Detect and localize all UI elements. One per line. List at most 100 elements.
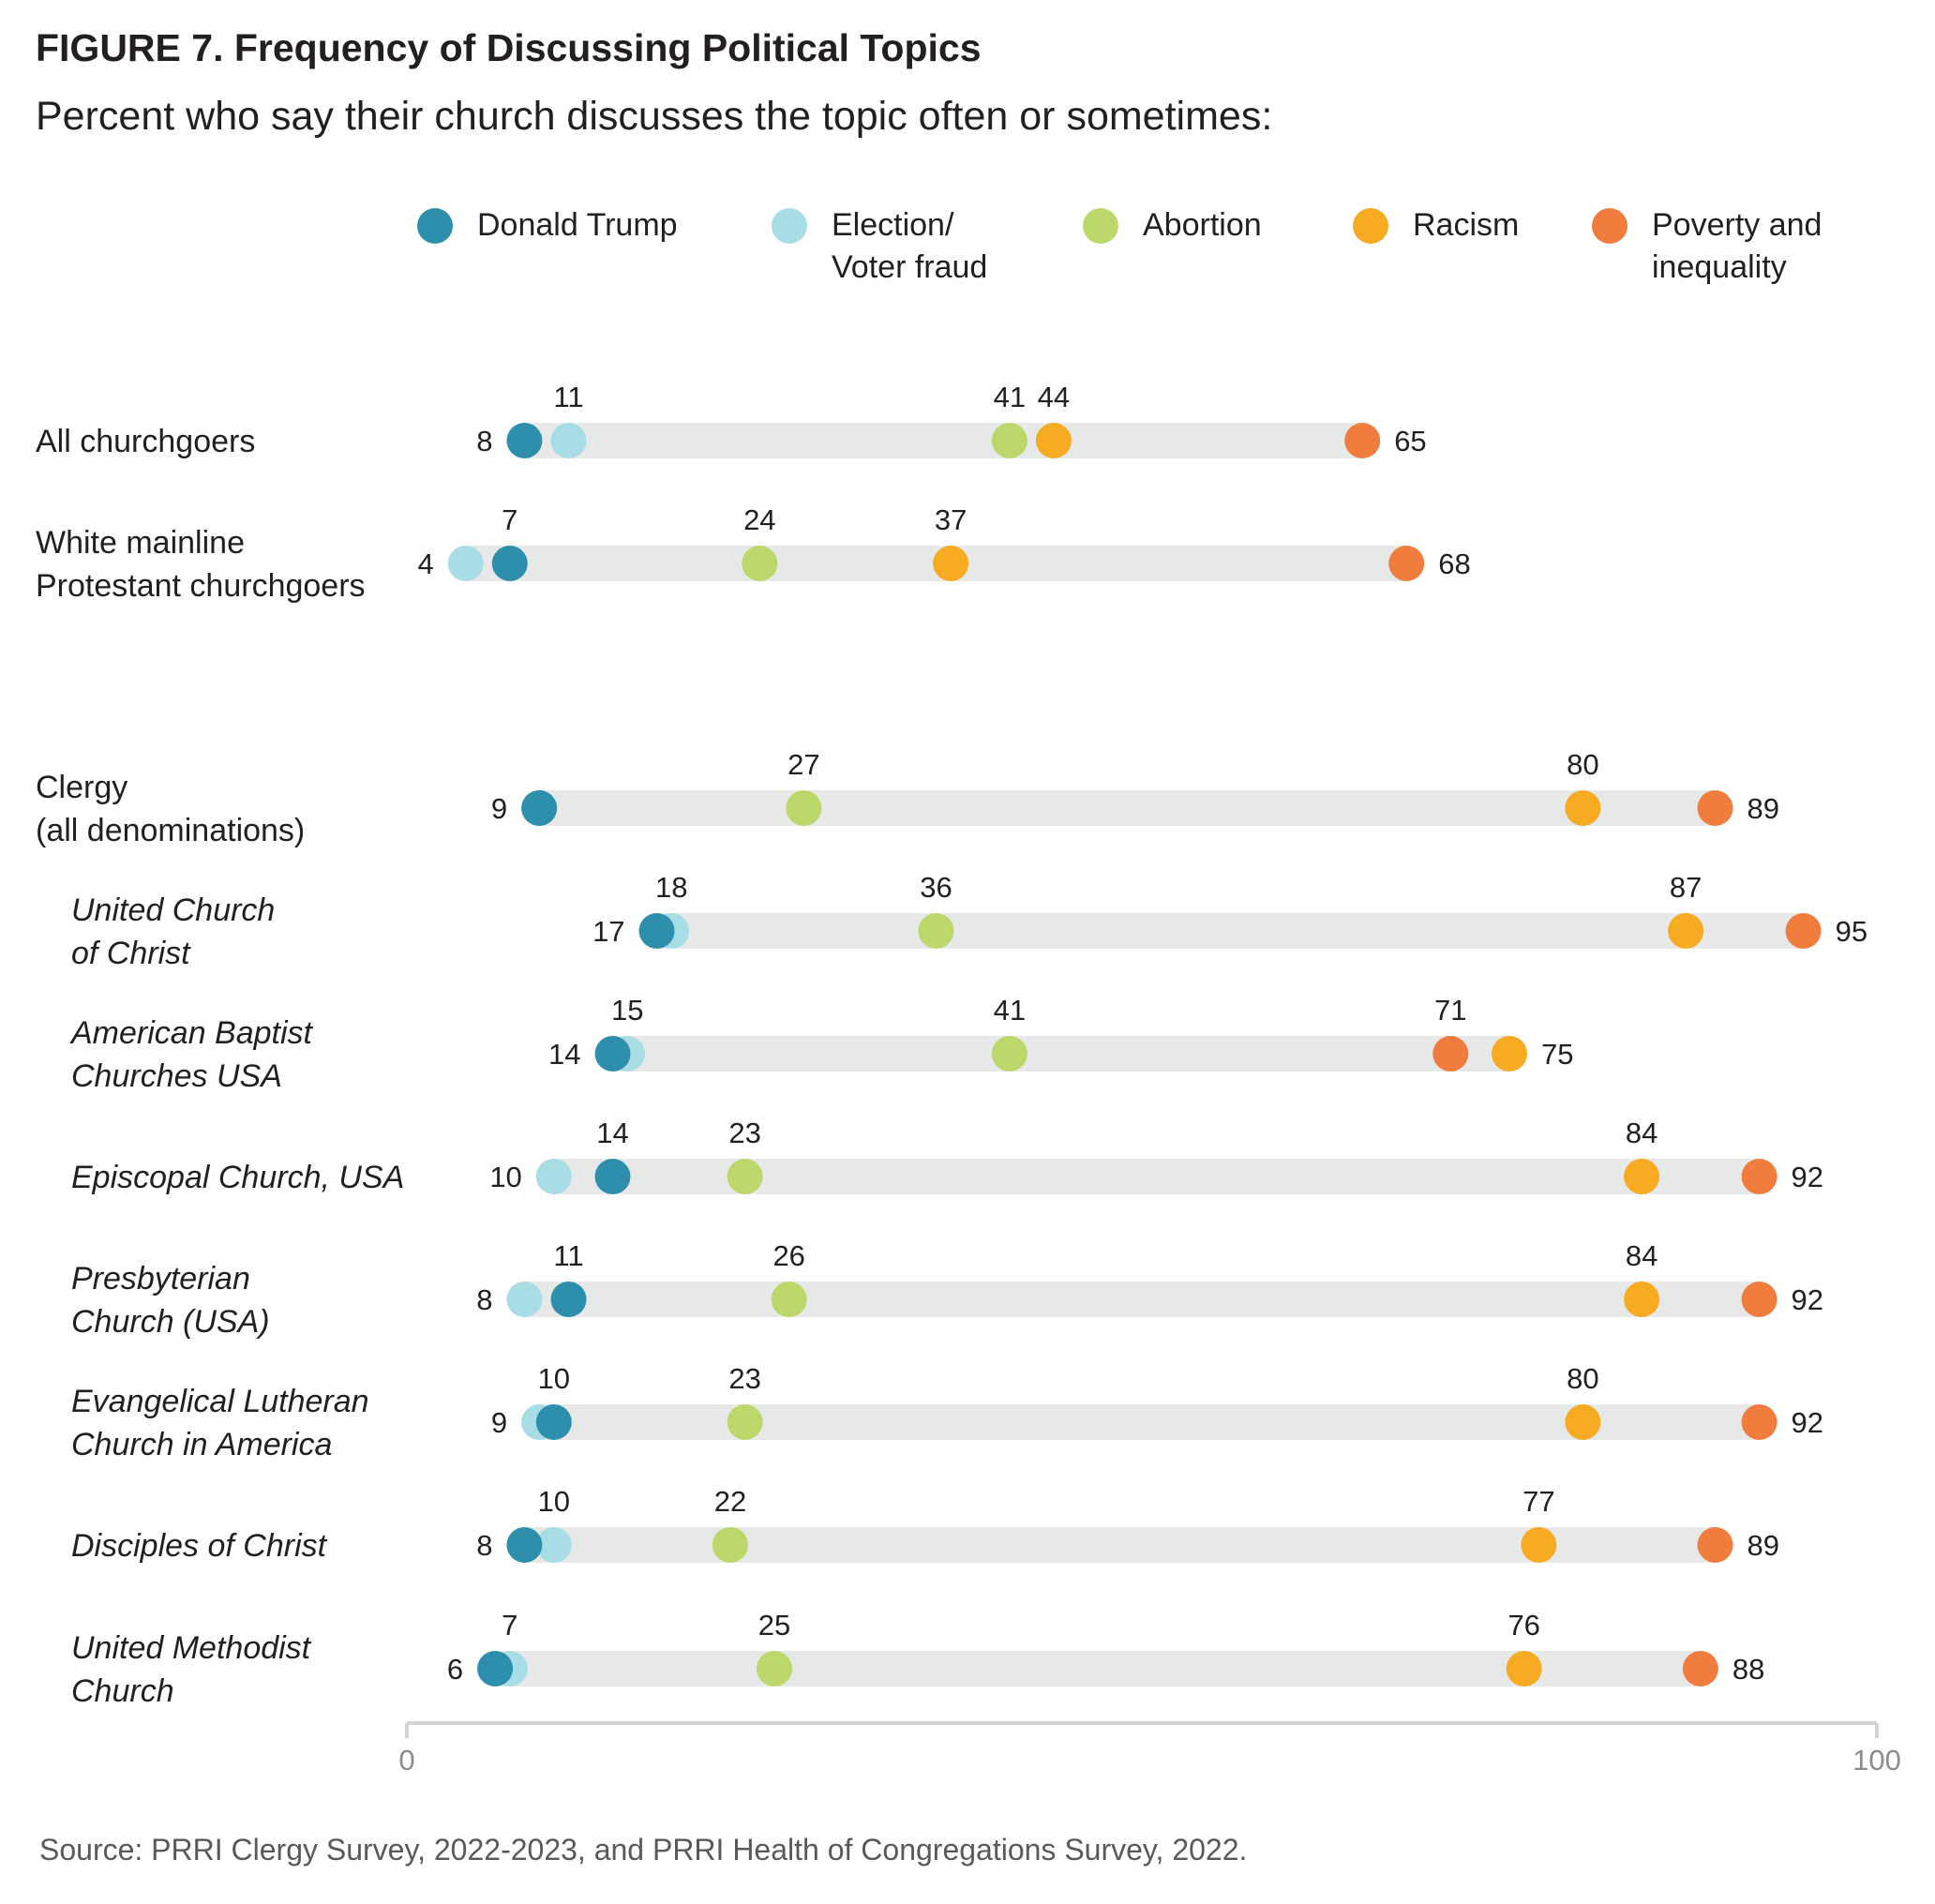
data-point-donald-trump-half [539,790,558,826]
data-label: 25 [758,1609,790,1642]
row-track [656,913,1804,949]
legend-swatch [1353,208,1388,244]
figure-subtitle: Percent who say their church discusses t… [36,94,1273,139]
data-label: 8 [476,425,492,457]
legend-label: Abortion [1143,207,1262,243]
data-label: 7 [502,503,518,536]
row-label: Presbyterian Church (USA) [71,1261,270,1340]
legend-swatch [772,208,807,244]
data-point-donald-trump [506,423,543,458]
data-label: 76 [1508,1609,1539,1642]
data-label: 10 [538,1362,570,1395]
data-label: 44 [1038,381,1070,413]
legend-label: Election/ Voter fraud [832,207,988,285]
data-point-donald-trump [535,1404,572,1440]
data-label: 68 [1438,547,1470,580]
legend-swatch [1592,208,1628,244]
row-track [495,1651,1701,1687]
data-label: 8 [476,1529,492,1562]
data-point-election-voter-fraud [535,1527,572,1563]
data-label: 92 [1792,1161,1823,1193]
data-label: 41 [994,994,1026,1027]
legend-label: Racism [1413,207,1520,243]
row-track [539,790,1716,826]
data-point-donald-trump [550,1282,587,1317]
data-point-abortion [727,1404,763,1440]
data-label: 71 [1434,994,1466,1027]
data-point-abortion [757,1651,792,1687]
data-label: 37 [935,503,967,536]
data-label: 77 [1522,1485,1554,1518]
data-point-abortion [771,1282,807,1317]
data-point-donald-trump [491,546,528,581]
data-point-election-voter-fraud [535,1159,572,1194]
row-label: American Baptist Churches USA [69,1015,314,1094]
data-label: 17 [592,915,624,948]
legend-swatch [1083,208,1118,244]
row-label: United Methodist Church [71,1630,312,1709]
data-label: 89 [1748,792,1779,825]
data-point-racism [1521,1527,1557,1563]
data-point-poverty-and-inequality [1785,913,1822,949]
data-point-poverty-and-inequality [1697,1527,1733,1563]
dot-plot-chart: All churchgoers White mainline Protestant … [36,381,1901,1777]
data-label: 22 [714,1485,746,1518]
data-label: 10 [538,1485,570,1518]
data-point-racism [1492,1036,1527,1072]
legend: Donald Trump Election/ Voter fraud Abort… [0,201,1935,304]
data-label: 18 [655,871,687,904]
data-label: 23 [728,1117,760,1149]
data-point-racism [1565,790,1601,826]
data-point-donald-trump [506,1527,543,1563]
data-point-abortion [918,913,954,949]
row-label: White mainline Protestant churchgoers [36,525,366,604]
data-label: 80 [1567,1362,1598,1395]
data-point-poverty-and-inequality [1432,1036,1469,1072]
legend-swatch [417,208,453,244]
data-label: 11 [553,1239,583,1272]
data-point-abortion [712,1527,748,1563]
data-label: 10 [489,1161,521,1193]
legend-label: Donald Trump [477,207,678,243]
data-label: 87 [1670,871,1702,904]
data-point-racism [1624,1282,1660,1317]
data-point-racism [1035,423,1072,458]
data-point-election-voter-fraud [550,423,587,458]
data-point-racism [933,546,969,581]
data-label: 14 [596,1117,628,1149]
x-tick-label: 100 [1852,1744,1901,1777]
data-point-racism [1565,1404,1601,1440]
data-label: 92 [1792,1283,1823,1316]
data-label: 95 [1836,915,1868,948]
data-point-abortion [742,546,778,581]
x-tick-label: 0 [398,1744,414,1777]
row-label: Evangelical Lutheran Church in America [71,1384,369,1462]
data-label: 75 [1541,1038,1573,1071]
row-track [524,1282,1760,1317]
row-label: Clergy (all denominations) [36,770,305,848]
data-label: 84 [1626,1117,1658,1149]
data-point-racism [1668,913,1704,949]
data-label: 88 [1732,1653,1764,1686]
data-point-election-voter-fraud [506,1282,543,1317]
data-point-abortion [786,790,822,826]
data-point-donald-trump [638,913,675,949]
data-label: 15 [611,994,643,1027]
data-label: 26 [772,1239,804,1272]
data-label: 89 [1748,1529,1779,1562]
data-point-poverty-and-inequality [1388,546,1425,581]
data-label: 80 [1567,748,1598,781]
data-point-donald-trump [477,1651,514,1687]
data-point-poverty-and-inequality [1741,1159,1778,1194]
source-note: Source: PRRI Clergy Survey, 2022-2023, a… [39,1833,1248,1867]
data-point-abortion [991,1036,1028,1072]
data-label: 11 [553,381,583,413]
data-point-poverty-and-inequality [1344,423,1381,458]
data-label: 41 [994,381,1026,413]
data-point-racism [1506,1651,1542,1687]
data-point-abortion [727,1159,763,1194]
data-point-donald-trump [594,1159,631,1194]
data-label: 65 [1394,425,1426,457]
data-point-poverty-and-inequality [1682,1651,1718,1687]
data-label: 92 [1792,1406,1823,1439]
